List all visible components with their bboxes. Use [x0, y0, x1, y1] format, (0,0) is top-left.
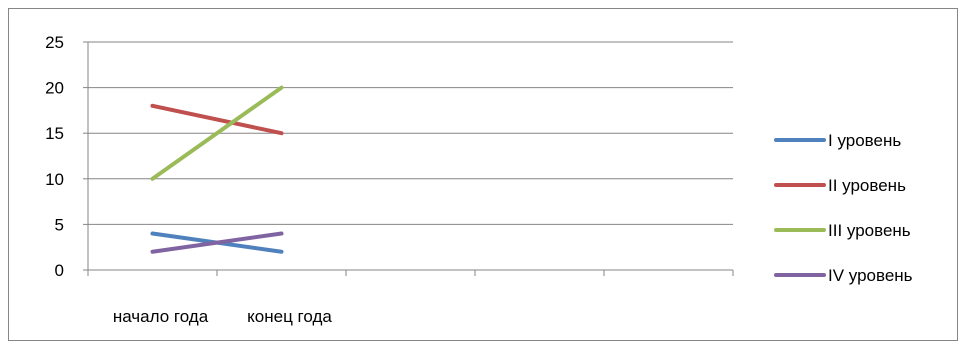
legend-label: IV уровень	[828, 266, 913, 285]
gridlines	[88, 41, 733, 225]
y-tick-label: 25	[45, 33, 64, 52]
legend-label: II уровень	[828, 176, 906, 195]
chart-frame	[8, 8, 958, 341]
series-lines	[150, 85, 284, 254]
y-tick-label: 20	[45, 79, 64, 98]
y-tick-label: 10	[45, 170, 64, 189]
series-line-3	[150, 85, 284, 181]
legend-label: I уровень	[828, 131, 901, 150]
series-line-2	[150, 103, 284, 136]
axes	[87, 42, 733, 271]
x-tick-label: конец года	[247, 307, 332, 326]
y-tick-label: 5	[55, 215, 64, 234]
y-axis-ticks: 0 5 10 15 20 25	[45, 33, 88, 280]
legend-label: III уровень	[828, 221, 911, 240]
x-tick-label: начало года	[113, 307, 209, 326]
y-tick-label: 0	[55, 261, 64, 280]
y-tick-label: 15	[45, 124, 64, 143]
x-axis-ticks: начало года конец года	[87, 270, 734, 326]
legend: I уровень II уровень III уровень IV уровень	[774, 131, 913, 285]
series-line-4	[150, 231, 284, 254]
